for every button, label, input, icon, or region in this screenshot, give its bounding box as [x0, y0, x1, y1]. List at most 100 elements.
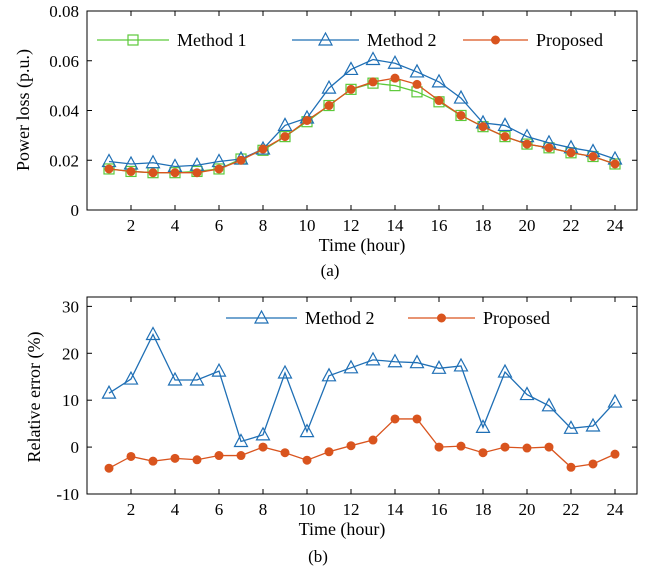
b-legend-label-proposed: Proposed: [483, 308, 550, 328]
b-x-tick-label: 20: [519, 500, 536, 519]
b-legend-marker-proposed: [437, 313, 446, 323]
b-point-proposed: [434, 442, 444, 452]
b-point-method-2: [585, 417, 601, 432]
b-x-tick-label: 22: [563, 500, 580, 519]
b-x-tick-label: 10: [299, 500, 316, 519]
b-point-proposed: [280, 448, 290, 458]
b-point-method-2: [167, 371, 183, 386]
a-y-tick-label: 0.08: [49, 2, 79, 21]
a-point-proposed: [610, 159, 620, 169]
a-x-tick-label: 20: [519, 216, 536, 235]
a-point-proposed: [368, 77, 378, 87]
b-point-method-2: [541, 397, 557, 412]
a-point-proposed: [434, 96, 444, 106]
a-legend-marker-proposed: [491, 35, 500, 45]
b-point-proposed: [104, 463, 114, 473]
a-series: [101, 51, 623, 179]
b-series: [101, 326, 623, 473]
plot-area-b: [86, 296, 638, 495]
b-point-proposed: [588, 459, 598, 469]
a-y-tick-label: 0: [71, 201, 80, 220]
a-x-axis-label: Time (hour): [319, 235, 406, 256]
b-point-proposed: [126, 451, 136, 461]
a-point-proposed: [588, 152, 598, 162]
a-point-method-2: [343, 61, 359, 76]
b-point-proposed: [170, 453, 180, 463]
a-point-method-1: [213, 163, 225, 175]
b-point-method-2: [497, 363, 513, 378]
a-point-proposed: [324, 101, 334, 111]
b-x-tick-label: 8: [259, 500, 268, 519]
b-point-method-2: [255, 426, 271, 441]
b-point-method-2: [607, 393, 623, 408]
a-x-tick-label: 6: [215, 216, 224, 235]
b-point-method-2: [519, 386, 535, 401]
b-point-method-2: [321, 367, 337, 382]
a-point-proposed: [302, 115, 312, 125]
b-y-tick-label: 0: [71, 438, 80, 457]
a-point-proposed: [566, 148, 576, 158]
a-legend-label-proposed: Proposed: [536, 30, 603, 50]
b-point-method-2: [145, 326, 161, 341]
b-x-tick-label: 18: [475, 500, 492, 519]
a-point-method-2: [431, 73, 447, 88]
b-x-tick-label: 6: [215, 500, 224, 519]
b-point-method-2: [563, 420, 579, 434]
a-x-tick-label: 4: [171, 216, 180, 235]
b-point-proposed: [566, 462, 576, 472]
b-point-proposed: [148, 456, 158, 466]
a-legend-marker-method-2: [317, 31, 334, 46]
a-x-tick-label: 22: [563, 216, 580, 235]
a-point-proposed: [544, 143, 554, 153]
b-point-proposed: [544, 442, 554, 452]
a-y-axis-label: Power loss (p.u.): [13, 49, 34, 171]
a-point-proposed: [148, 168, 158, 178]
b-point-proposed: [390, 414, 400, 424]
a-point-proposed: [280, 132, 290, 142]
a-x-tick-label: 24: [607, 216, 625, 235]
a-point-proposed: [214, 164, 224, 174]
a-y-tick-label: 0.02: [49, 151, 79, 170]
a-point-method-2: [409, 63, 425, 78]
b-point-method-2: [189, 371, 205, 386]
b-point-proposed: [258, 442, 268, 452]
a-point-method-1: [521, 138, 533, 150]
b-point-proposed: [456, 441, 466, 451]
a-point-proposed: [104, 164, 114, 174]
a-point-proposed: [522, 139, 532, 149]
b-point-proposed: [214, 451, 224, 461]
a-point-proposed: [258, 144, 268, 154]
b-x-tick-label: 4: [171, 500, 180, 519]
b-legend-label-method-2: Method 2: [305, 308, 375, 328]
a-x-tick-label: 14: [387, 216, 405, 235]
a-point-method-2: [453, 89, 469, 104]
b-y-tick-label: 30: [62, 297, 79, 316]
b-y-axis-label: Relative error (%): [24, 332, 45, 463]
a-point-method-1: [499, 131, 511, 143]
b-point-method-2: [409, 354, 425, 369]
a-legend: Method 1 Method 2 Proposed: [97, 30, 603, 50]
b-point-proposed: [192, 455, 202, 465]
b-legend-marker-method-2: [253, 309, 270, 324]
b-point-method-2: [431, 360, 447, 374]
b-point-method-2: [101, 384, 117, 399]
b-point-proposed: [324, 447, 334, 457]
b-point-proposed: [500, 442, 510, 452]
b-point-method-2: [453, 357, 469, 372]
b-caption: (b): [308, 547, 328, 566]
b-point-proposed: [346, 441, 356, 451]
b-y-tick-label: -10: [56, 485, 79, 504]
a-point-method-2: [497, 117, 513, 132]
a-x-tick-label: 12: [343, 216, 360, 235]
a-point-method-2: [387, 54, 403, 69]
b-x-tick-label: 2: [127, 500, 136, 519]
plot-area-a: [86, 10, 638, 211]
b-point-method-2: [299, 423, 315, 438]
a-point-proposed: [456, 110, 466, 120]
a-point-method-2: [365, 51, 381, 66]
